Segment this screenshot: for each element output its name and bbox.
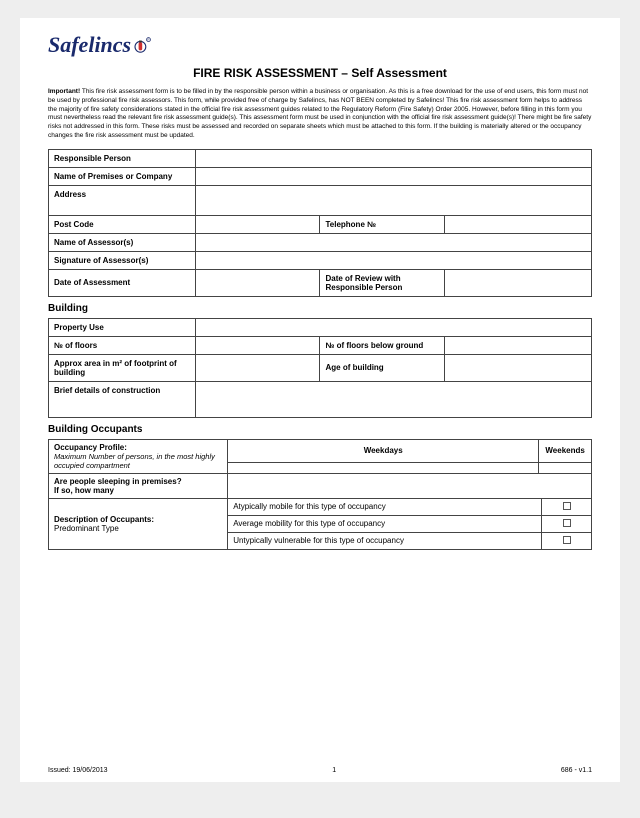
desc-occupants-sub: Predominant Type bbox=[54, 524, 119, 533]
input-floors[interactable] bbox=[195, 336, 320, 354]
desc-occupants-label: Description of Occupants: bbox=[54, 515, 154, 524]
label-floors: № of floors bbox=[49, 336, 196, 354]
section-building-table: Property Use № of floors № of floors bel… bbox=[48, 318, 592, 418]
table-row: Approx area in m² of footprint of buildi… bbox=[49, 354, 592, 381]
label-description-occupants: Description of Occupants: Predominant Ty… bbox=[49, 498, 228, 549]
table-row: Brief details of construction bbox=[49, 381, 592, 417]
input-floors-below[interactable] bbox=[445, 336, 592, 354]
checkbox-icon bbox=[563, 502, 571, 510]
table-row: Post Code Telephone № bbox=[49, 215, 592, 233]
table-row: Signature of Assessor(s) bbox=[49, 251, 592, 269]
table-row: Occupancy Profile: Maximum Number of per… bbox=[49, 439, 592, 463]
label-date-assessment: Date of Assessment bbox=[49, 269, 196, 296]
table-row: Address bbox=[49, 185, 592, 215]
page-footer: Issued: 19/06/2013 1 686 - v1.1 bbox=[48, 767, 592, 774]
occupancy-profile-label: Occupancy Profile: bbox=[54, 443, 127, 452]
input-weekends[interactable] bbox=[539, 463, 592, 473]
important-body: This fire risk assessment form is to be … bbox=[48, 88, 591, 139]
table-row: № of floors № of floors below ground bbox=[49, 336, 592, 354]
option-untypically-vulnerable: Untypically vulnerable for this type of … bbox=[228, 532, 542, 549]
checkbox-icon bbox=[563, 536, 571, 544]
label-footprint: Approx area in m² of footprint of buildi… bbox=[49, 354, 196, 381]
table-row: Are people sleeping in premises? If so, … bbox=[49, 473, 592, 498]
logo: Safelincs R bbox=[48, 32, 592, 58]
section-general-table: Responsible Person Name of Premises or C… bbox=[48, 149, 592, 297]
input-premises[interactable] bbox=[195, 167, 591, 185]
sleeping-q1: Are people sleeping in premises? bbox=[54, 477, 182, 486]
label-telephone: Telephone № bbox=[320, 215, 445, 233]
header-weekends: Weekends bbox=[539, 439, 592, 463]
label-occupancy-profile: Occupancy Profile: Maximum Number of per… bbox=[49, 439, 228, 473]
input-postcode[interactable] bbox=[195, 215, 320, 233]
logo-extinguisher-icon: R bbox=[133, 36, 155, 54]
input-address[interactable] bbox=[195, 185, 591, 215]
input-age[interactable] bbox=[445, 354, 592, 381]
option-atypically-mobile: Atypically mobile for this type of occup… bbox=[228, 498, 542, 515]
label-responsible-person: Responsible Person bbox=[49, 149, 196, 167]
label-assessor-name: Name of Assessor(s) bbox=[49, 233, 196, 251]
input-assessor-name[interactable] bbox=[195, 233, 591, 251]
input-weekdays[interactable] bbox=[228, 463, 539, 473]
table-row: Date of Assessment Date of Review with R… bbox=[49, 269, 592, 296]
occupancy-profile-sub: Maximum Number of persons, in the most h… bbox=[54, 452, 215, 470]
input-date-assessment[interactable] bbox=[195, 269, 320, 296]
checkbox-average-mobility[interactable] bbox=[542, 515, 592, 532]
label-age: Age of building bbox=[320, 354, 445, 381]
table-row: Description of Occupants: Predominant Ty… bbox=[49, 498, 592, 515]
section-occupants-heading: Building Occupants bbox=[48, 424, 592, 435]
header-weekdays: Weekdays bbox=[228, 439, 539, 463]
page-title: FIRE RISK ASSESSMENT – Self Assessment bbox=[48, 66, 592, 80]
checkbox-atypically-mobile[interactable] bbox=[542, 498, 592, 515]
label-floors-below: № of floors below ground bbox=[320, 336, 445, 354]
svg-text:R: R bbox=[147, 38, 150, 42]
input-date-review[interactable] bbox=[445, 269, 592, 296]
input-signature[interactable] bbox=[195, 251, 591, 269]
option-average-mobility: Average mobility for this type of occupa… bbox=[228, 515, 542, 532]
footer-version: 686 - v1.1 bbox=[561, 767, 592, 774]
section-building-heading: Building bbox=[48, 303, 592, 314]
table-row: Responsible Person bbox=[49, 149, 592, 167]
important-notice: Important! This fire risk assessment for… bbox=[48, 88, 592, 141]
table-row: Name of Assessor(s) bbox=[49, 233, 592, 251]
label-premises: Name of Premises or Company bbox=[49, 167, 196, 185]
input-sleeping[interactable] bbox=[228, 473, 592, 498]
label-sleeping: Are people sleeping in premises? If so, … bbox=[49, 473, 228, 498]
input-telephone[interactable] bbox=[445, 215, 592, 233]
footer-issued: Issued: 19/06/2013 bbox=[48, 767, 108, 774]
checkbox-icon bbox=[563, 519, 571, 527]
label-postcode: Post Code bbox=[49, 215, 196, 233]
input-construction[interactable] bbox=[195, 381, 591, 417]
footer-page: 1 bbox=[332, 767, 336, 774]
label-signature: Signature of Assessor(s) bbox=[49, 251, 196, 269]
label-address: Address bbox=[49, 185, 196, 215]
checkbox-untypically-vulnerable[interactable] bbox=[542, 532, 592, 549]
label-date-review: Date of Review with Responsible Person bbox=[320, 269, 445, 296]
document-page: Safelincs R FIRE RISK ASSESSMENT – Self … bbox=[20, 18, 620, 782]
input-property-use[interactable] bbox=[195, 318, 591, 336]
logo-text: Safelincs bbox=[48, 32, 131, 58]
label-property-use: Property Use bbox=[49, 318, 196, 336]
section-occupants-table: Occupancy Profile: Maximum Number of per… bbox=[48, 439, 592, 550]
important-label: Important! bbox=[48, 88, 80, 95]
sleeping-q2: If so, how many bbox=[54, 486, 114, 495]
input-footprint[interactable] bbox=[195, 354, 320, 381]
label-construction: Brief details of construction bbox=[49, 381, 196, 417]
table-row: Name of Premises or Company bbox=[49, 167, 592, 185]
input-responsible-person[interactable] bbox=[195, 149, 591, 167]
table-row: Property Use bbox=[49, 318, 592, 336]
